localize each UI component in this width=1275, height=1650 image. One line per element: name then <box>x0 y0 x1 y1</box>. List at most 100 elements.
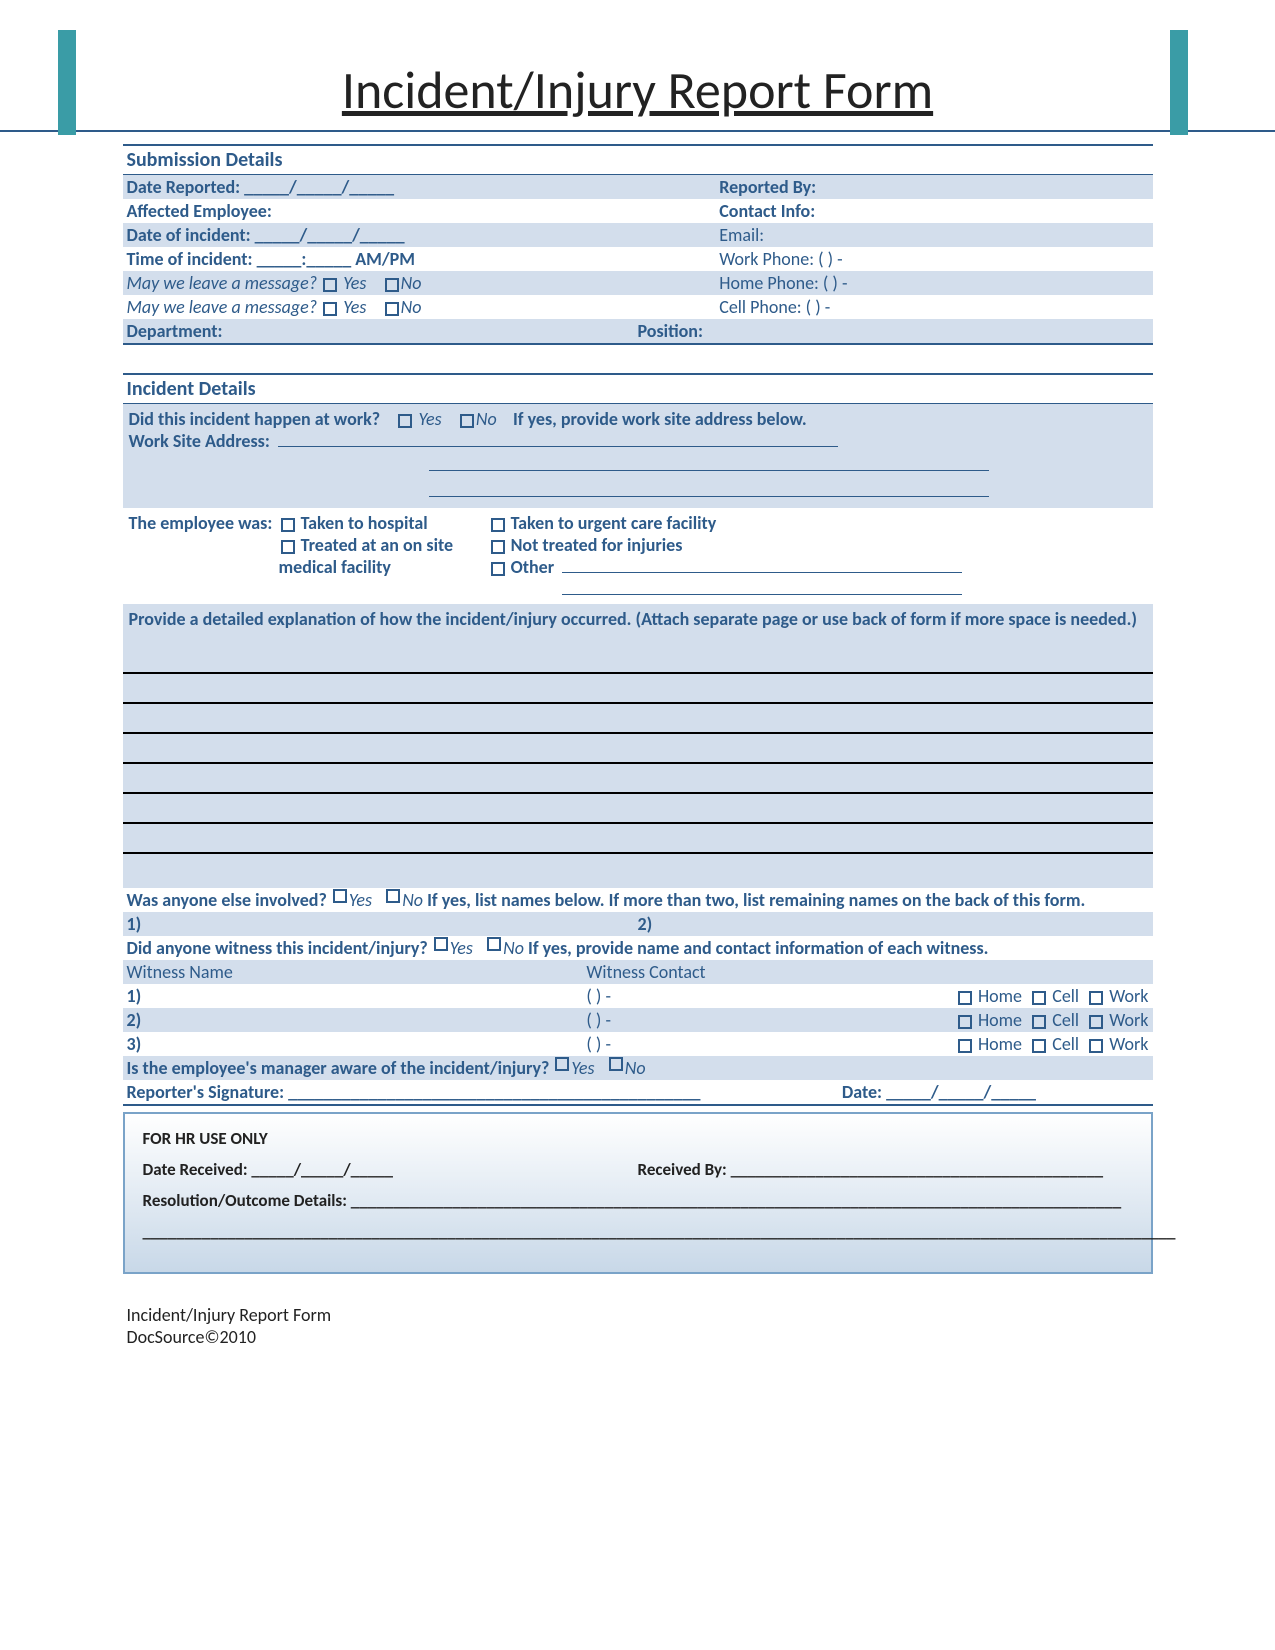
row-time-incident: Time of incident: _____:_____ AM/PM Work… <box>123 247 1153 271</box>
label-contact-info: Contact Info: <box>719 200 1148 222</box>
content: Submission Details Date Reported: _____/… <box>123 144 1153 1348</box>
w2-num[interactable]: 2) <box>127 1009 587 1031</box>
w3-cell-cb[interactable] <box>1032 1039 1046 1053</box>
explain-line-2[interactable] <box>123 674 1153 704</box>
checkbox-other[interactable] <box>491 562 505 576</box>
hr-resolution-2[interactable]: ________________________________________… <box>143 1221 1133 1242</box>
row-involved-names: 1) 2) <box>123 912 1153 936</box>
hr-received-by[interactable]: Received By: ___________________________… <box>638 1159 1133 1180</box>
sig-date[interactable]: Date: _____/_____/_____ <box>842 1081 1036 1103</box>
row-signature: Reporter's Signature: __________________… <box>123 1080 1153 1106</box>
checkbox-no-2[interactable] <box>385 302 399 316</box>
w3-work-cb[interactable] <box>1089 1039 1103 1053</box>
w1-cell-cb[interactable] <box>1032 991 1046 1005</box>
w3-phone[interactable]: ( ) - <box>586 1033 776 1055</box>
explain-line-4[interactable] <box>123 734 1153 764</box>
employee-was-label: The employee was: <box>129 512 279 600</box>
row-affected-employee: Affected Employee: Contact Info: <box>123 199 1153 223</box>
w2-phone[interactable]: ( ) - <box>586 1009 776 1031</box>
row-department: Department: Position: <box>123 319 1153 345</box>
label-date-reported: Date Reported: _____/_____/_____ <box>127 176 720 198</box>
row-date-reported: Date Reported: _____/_____/_____ Reporte… <box>123 175 1153 199</box>
witness-yes: Yes <box>450 937 473 959</box>
w3-home-cb[interactable] <box>958 1039 972 1053</box>
hr-resolution[interactable]: Resolution/Outcome Details: ____________… <box>143 1190 1133 1211</box>
witness-row-1: 1) ( ) - Home Cell Work <box>123 984 1153 1008</box>
checkbox-manager-yes[interactable] <box>555 1057 569 1071</box>
label-department: Department: <box>127 320 638 342</box>
explain-heading: Provide a detailed explanation of how th… <box>123 604 1153 634</box>
manager-no: No <box>625 1057 646 1079</box>
checkbox-urgent[interactable] <box>491 518 505 532</box>
w1-work-cb[interactable] <box>1089 991 1103 1005</box>
row-date-incident: Date of incident: _____/_____/_____ Emai… <box>123 223 1153 247</box>
row-leave-msg-2: May we leave a message? Yes No Cell Phon… <box>123 295 1153 319</box>
checkbox-anyone-yes[interactable] <box>333 889 347 903</box>
submission-heading: Submission Details <box>123 144 1153 175</box>
w2-work-cb[interactable] <box>1089 1015 1103 1029</box>
w2-home: Home <box>978 1009 1022 1031</box>
treat-col-a: Taken to hospital Treated at an on site … <box>279 512 489 600</box>
addr-line-1[interactable] <box>278 431 838 447</box>
page: Incident/Injury Report Form Submission D… <box>0 30 1275 1348</box>
w1-home-cb[interactable] <box>958 991 972 1005</box>
hr-date-received[interactable]: Date Received: _____/_____/_____ <box>143 1159 638 1180</box>
leave-msg-2: May we leave a message? Yes No <box>127 296 720 318</box>
checkbox-atwork-no[interactable] <box>460 414 474 428</box>
witness-row-3: 3) ( ) - Home Cell Work <box>123 1032 1153 1056</box>
anyone-else-note: If yes, list names below. If more than t… <box>427 889 1085 911</box>
checkbox-witness-yes[interactable] <box>434 937 448 951</box>
checkbox-hospital[interactable] <box>281 518 295 532</box>
checkbox-yes-1[interactable] <box>323 278 337 292</box>
checkbox-yes-2[interactable] <box>323 302 337 316</box>
checkbox-onsite[interactable] <box>281 540 295 554</box>
checkbox-not-treated[interactable] <box>491 540 505 554</box>
hr-box: FOR HR USE ONLY Date Received: _____/___… <box>123 1112 1153 1274</box>
checkbox-atwork-yes[interactable] <box>398 414 412 428</box>
checkbox-anyone-no[interactable] <box>386 889 400 903</box>
reporter-sig[interactable]: Reporter's Signature: __________________… <box>127 1081 842 1103</box>
w1-work: Work <box>1109 985 1148 1007</box>
explain-line-3[interactable] <box>123 704 1153 734</box>
w3-num[interactable]: 3) <box>127 1033 587 1055</box>
checkbox-no-1[interactable] <box>385 278 399 292</box>
involved-2[interactable]: 2) <box>638 913 653 935</box>
incident-at-work: Did this incident happen at work? Yes No… <box>123 404 1153 508</box>
checkbox-manager-no[interactable] <box>609 1057 623 1071</box>
involved-1[interactable]: 1) <box>127 913 638 935</box>
footer-line-2: DocSource©2010 <box>127 1326 1153 1348</box>
row-witness-q: Did anyone witness this incident/injury?… <box>123 936 1153 960</box>
atwork-yes: Yes <box>418 408 441 430</box>
w3-contact: ( ) - Home Cell Work <box>586 1033 1148 1055</box>
explain-line-7[interactable] <box>123 824 1153 854</box>
page-title: Incident/Injury Report Form <box>0 30 1275 122</box>
opt-onsite: Treated at an on site medical facility <box>279 534 454 578</box>
w2-contact: ( ) - Home Cell Work <box>586 1009 1148 1031</box>
anyone-else-q: Was anyone else involved? <box>127 889 327 911</box>
checkbox-witness-no[interactable] <box>487 937 501 951</box>
treat-col-b: Taken to urgent care facility Not treate… <box>489 512 1147 600</box>
w1-num[interactable]: 1) <box>127 985 587 1007</box>
no-2: No <box>401 296 422 318</box>
addr-line-3[interactable] <box>429 481 989 497</box>
w3-types: Home Cell Work <box>776 1033 1148 1055</box>
explain-line-1[interactable] <box>123 644 1153 674</box>
other-line-2[interactable] <box>562 581 962 595</box>
w2-cell-cb[interactable] <box>1032 1015 1046 1029</box>
decor-bar-left <box>58 30 76 135</box>
witness-row-2: 2) ( ) - Home Cell Work <box>123 1008 1153 1032</box>
other-line-1[interactable] <box>562 559 962 573</box>
title-rule <box>0 130 1275 132</box>
w2-home-cb[interactable] <box>958 1015 972 1029</box>
w1-phone[interactable]: ( ) - <box>586 985 776 1007</box>
addr-line-2[interactable] <box>429 455 989 471</box>
anyone-no: No <box>402 889 423 911</box>
witness-name-head: Witness Name <box>127 961 587 983</box>
explain-line-5[interactable] <box>123 764 1153 794</box>
explain-line-6[interactable] <box>123 794 1153 824</box>
w1-contact: ( ) - Home Cell Work <box>586 985 1148 1007</box>
w3-home: Home <box>978 1033 1022 1055</box>
opt-other: Other <box>511 556 555 578</box>
label-work-phone: Work Phone: ( ) - <box>719 248 1148 270</box>
label-date-incident: Date of incident: _____/_____/_____ <box>127 224 720 246</box>
